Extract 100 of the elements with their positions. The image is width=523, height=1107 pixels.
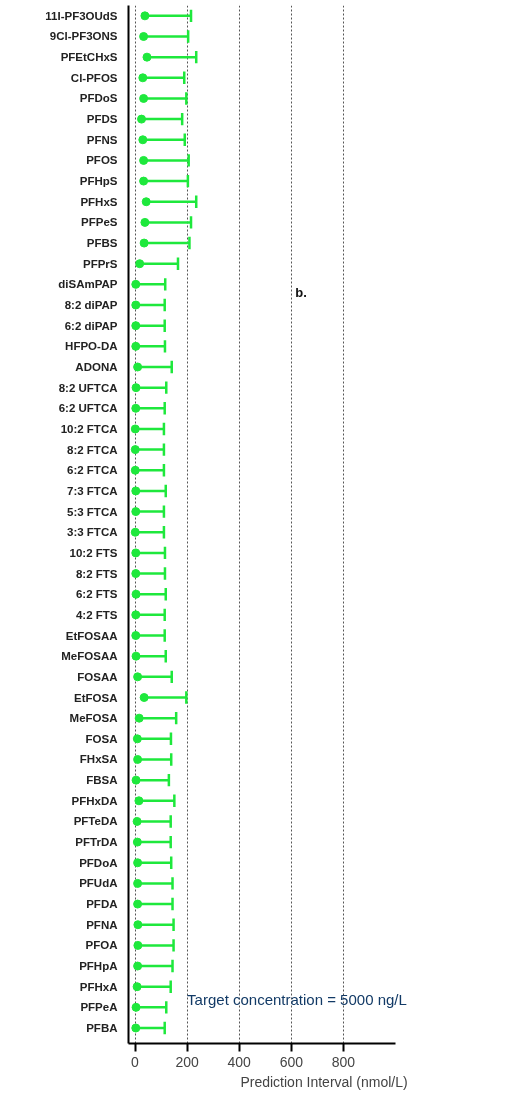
y-tick-label: 6:2 UFTCA <box>58 402 118 415</box>
point <box>133 672 143 682</box>
y-tick-label: 8:2 diPAP <box>64 299 118 312</box>
y-tick-label: EtFOSAA <box>65 629 118 642</box>
y-tick-label: FHxSA <box>79 753 118 766</box>
point <box>131 1002 141 1012</box>
point <box>130 527 140 537</box>
point <box>134 796 144 806</box>
y-tick-label: 10:2 FTS <box>69 546 118 559</box>
y-tick-label: PFNS <box>86 133 118 146</box>
point <box>133 878 143 888</box>
y-tick-label: 3:3 FTCA <box>67 526 118 539</box>
y-tick-label: PFDoS <box>79 92 118 105</box>
y-tick-label: 6:2 diPAP <box>64 319 118 332</box>
y-tick-label: PFDA <box>86 898 118 911</box>
y-tick-label: 5:3 FTCA <box>67 505 118 518</box>
y-tick-label: FBSA <box>86 774 118 787</box>
x-axis-title: Prediction Interval (nmol/L) <box>240 1073 408 1090</box>
x-tick-label: 800 <box>331 1053 356 1070</box>
y-tick-label: MeFOSA <box>69 712 118 725</box>
y-tick-label: 7:3 FTCA <box>67 484 118 497</box>
point <box>131 631 141 641</box>
y-tick-label: PFEtCHxS <box>60 51 118 64</box>
point <box>133 754 143 764</box>
annotation: b. <box>295 285 307 301</box>
point <box>131 486 141 496</box>
y-tick-label: MeFOSAA <box>61 650 118 663</box>
y-tick-label: PFOA <box>85 939 118 952</box>
point <box>135 259 145 269</box>
y-tick-label: 9Cl-PF3ONS <box>49 30 118 43</box>
y-tick-label: PFBA <box>86 1022 118 1035</box>
point <box>131 300 141 310</box>
y-tick-label: 6:2 FTS <box>75 588 118 601</box>
point <box>133 920 143 930</box>
point <box>131 1023 141 1033</box>
point <box>138 135 148 145</box>
point <box>139 238 149 248</box>
point <box>131 569 141 579</box>
y-tick-label: diSAmPAP <box>58 278 118 291</box>
point <box>131 548 141 558</box>
y-tick-label: PFNA <box>86 918 118 931</box>
point <box>130 465 140 475</box>
y-tick-label: PFPrS <box>82 257 118 270</box>
x-tick-label: 200 <box>175 1053 199 1070</box>
point <box>131 341 141 351</box>
point <box>139 176 149 186</box>
y-tick-label: 8:2 FTS <box>75 567 118 580</box>
point <box>139 93 149 103</box>
point <box>132 837 142 847</box>
point <box>132 734 142 744</box>
y-tick-label: PFHxS <box>80 195 118 208</box>
y-tick-label: FOSA <box>85 732 118 745</box>
point <box>133 940 143 950</box>
point <box>131 403 141 413</box>
point <box>131 507 141 517</box>
x-tick-label: 0 <box>131 1053 140 1070</box>
y-tick-label: PFUdA <box>79 877 118 890</box>
point <box>132 816 142 826</box>
point <box>131 383 141 393</box>
point <box>131 775 141 785</box>
annotation: Target concentration = 5000 ng/L <box>187 990 407 1008</box>
y-tick-label: PFHpA <box>79 960 118 973</box>
y-tick-label: PFBS <box>86 237 118 250</box>
point <box>131 589 141 599</box>
y-tick-label: PFDoA <box>79 856 118 869</box>
y-tick-label: PFHxA <box>79 980 118 993</box>
point <box>131 610 141 620</box>
x-tick-label: 400 <box>227 1053 252 1070</box>
y-tick-label: PFOS <box>86 154 118 167</box>
y-tick-label: 10:2 FTCA <box>60 422 118 435</box>
y-tick-label: 6:2 FTCA <box>67 464 118 477</box>
point <box>131 279 141 289</box>
y-tick-label: PFDS <box>86 113 118 126</box>
y-tick-label: PFHpS <box>79 175 118 188</box>
y-tick-label: PFHxDA <box>71 794 118 807</box>
y-tick-label: HFPO-DA <box>65 340 118 353</box>
point <box>131 321 141 331</box>
point <box>132 982 142 992</box>
y-tick-label: PFTrDA <box>75 836 118 849</box>
point <box>134 713 144 723</box>
y-tick-label: EtFOSA <box>74 691 118 704</box>
point <box>130 445 140 455</box>
y-tick-label: PFPeS <box>81 216 118 229</box>
y-tick-label: Cl-PFOS <box>70 71 118 84</box>
point <box>141 197 151 207</box>
x-tick-label: 600 <box>279 1053 304 1070</box>
point <box>130 424 140 434</box>
point <box>133 362 143 372</box>
point <box>137 114 147 124</box>
point <box>139 155 149 165</box>
y-tick-label: 8:2 FTCA <box>67 443 118 456</box>
point <box>140 217 150 227</box>
point <box>133 858 143 868</box>
point <box>139 31 149 41</box>
y-tick-label: PFPeA <box>80 1001 118 1014</box>
y-tick-label: FOSAA <box>77 670 118 683</box>
y-tick-label: 4:2 FTS <box>75 608 118 621</box>
y-tick-label: 11I-PF3OUdS <box>45 9 118 22</box>
y-tick-label: PFTeDA <box>73 815 118 828</box>
point <box>131 651 141 661</box>
